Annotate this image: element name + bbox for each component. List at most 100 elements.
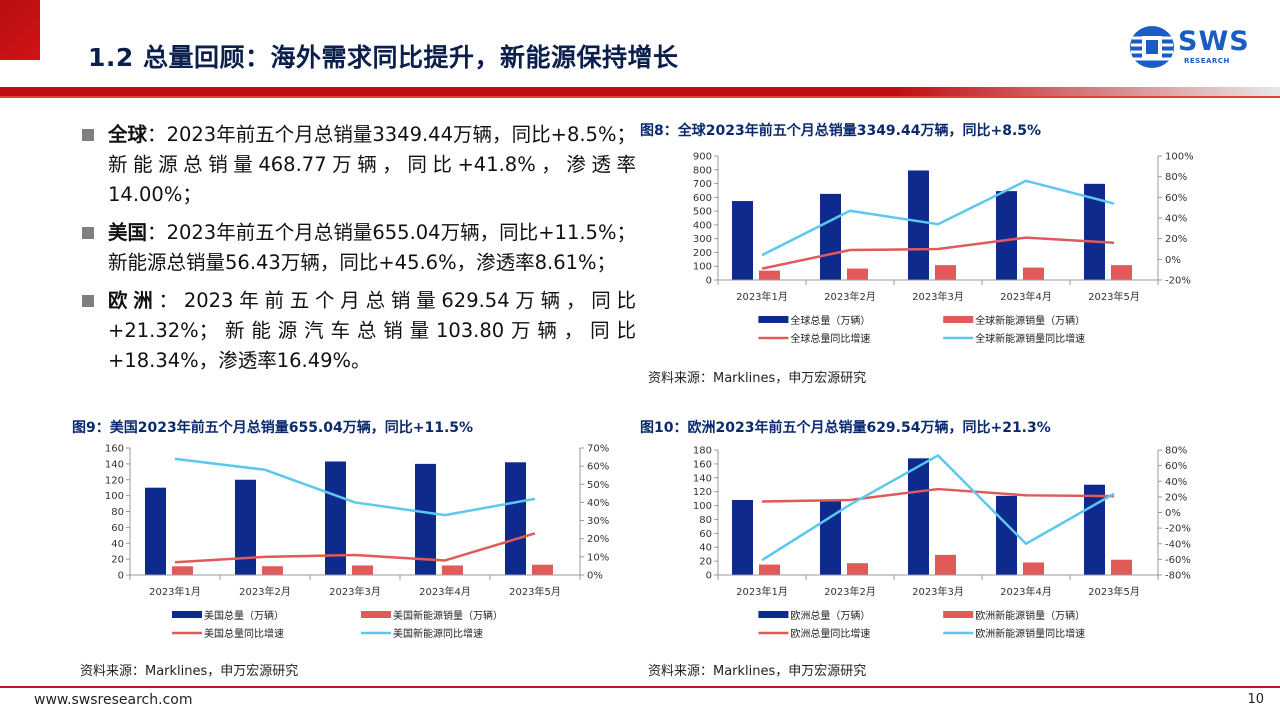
legend-label: 欧洲总量同比增速: [790, 627, 870, 640]
sws-globe-icon: [1130, 26, 1174, 68]
x-tick-label: 2023年5月: [1088, 585, 1140, 598]
source-note-fig8: 资料来源：Marklines，申万宏源研究: [648, 371, 867, 386]
x-tick-label: 2023年2月: [824, 290, 876, 303]
bar-total: [235, 479, 256, 575]
y-tick-label-left: 20: [111, 555, 124, 566]
y-tick-label-left: 400: [693, 220, 712, 231]
bar-nev: [847, 268, 868, 280]
y-tick-label-right: 50%: [587, 480, 609, 491]
bullet-square-icon: [82, 295, 94, 307]
legend-swatch-bar: [758, 316, 789, 323]
bar-total: [1084, 484, 1105, 575]
x-tick-label: 2023年3月: [912, 585, 964, 598]
bar-nev: [935, 554, 956, 575]
y-tick-label-left: 160: [105, 444, 124, 455]
y-tick-label-left: 300: [693, 234, 712, 245]
y-tick-label-left: 40: [699, 543, 712, 554]
y-tick-label-right: 0%: [1165, 508, 1181, 519]
sws-logo: SWS RESEARCH: [1128, 24, 1260, 70]
x-tick-label: 2023年4月: [419, 585, 471, 598]
y-tick-label-left: 40: [111, 539, 124, 550]
bar-total: [908, 458, 929, 575]
bullet-global: 全球：2023年前五个月总销量3349.44万辆，同比+8.5%；新能源总销量4…: [80, 120, 636, 210]
legend-swatch-bar: [361, 611, 391, 618]
legend-swatch-bar: [758, 611, 789, 618]
y-tick-label-right: -20%: [1165, 524, 1191, 535]
y-tick-label-left: 900: [693, 152, 712, 163]
bar-nev: [1023, 562, 1044, 575]
bar-total: [732, 500, 753, 575]
x-tick-label: 2023年3月: [329, 585, 381, 598]
bar-total: [415, 463, 436, 575]
line-series-total-yoy: [761, 236, 1115, 270]
line-series-nev-yoy: [761, 454, 1115, 562]
source-note-fig10: 资料来源：Marklines，申万宏源研究: [648, 664, 867, 679]
chart-title-fig9: 图9：美国2023年前五个月总销量655.04万辆，同比+11.5%: [72, 420, 474, 436]
y-tick-label-left: 140: [693, 473, 712, 484]
y-tick-label-right: 100%: [1165, 152, 1194, 163]
bar-nev: [847, 563, 868, 575]
y-tick-label-left: 120: [693, 487, 712, 498]
source-note-fig9: 资料来源：Marklines，申万宏源研究: [80, 664, 299, 679]
bullet-square-icon: [82, 227, 94, 239]
bar-total: [325, 461, 346, 575]
chart-fig9: 0 20 40 60 80 100 120 140 160 0% 10% 20% 30% 40% 50% 60…: [105, 444, 609, 641]
bar-total: [996, 191, 1017, 280]
summary-bullets: 全球：2023年前五个月总销量3349.44万辆，同比+8.5%；新能源总销量4…: [80, 120, 636, 384]
page-title: 1.2 总量回顾：海外需求同比提升，新能源保持增长: [88, 43, 679, 72]
bar-total: [908, 170, 929, 280]
bar-nev: [759, 270, 780, 280]
y-tick-label-right: 0%: [587, 571, 603, 582]
y-tick-label-right: -60%: [1165, 555, 1191, 566]
x-tick-label: 2023年3月: [912, 290, 964, 303]
chart-fig8: 0 100 200 300 400 500 600 700 800 900 -20% 0% 20% 40%…: [693, 152, 1194, 346]
x-tick-label: 2023年1月: [149, 585, 201, 598]
y-tick-label-left: 80: [111, 507, 124, 518]
y-tick-label-right: -40%: [1165, 539, 1191, 550]
y-tick-label-left: 0: [706, 571, 712, 582]
bullet-label: 美国: [108, 221, 148, 244]
y-tick-label-right: 80%: [1165, 446, 1187, 457]
x-tick-label: 2023年2月: [824, 585, 876, 598]
y-tick-label-left: 140: [105, 459, 124, 470]
legend-label: 美国总量（万辆）: [204, 609, 284, 622]
y-tick-label-right: 0%: [1165, 255, 1181, 266]
legend-label: 全球新能源销量（万辆）: [975, 314, 1085, 327]
y-tick-label-left: 160: [693, 459, 712, 470]
x-tick-label: 2023年1月: [736, 290, 788, 303]
header-divider: [0, 87, 1280, 96]
bar-nev: [352, 565, 373, 575]
y-tick-label-right: 80%: [1165, 172, 1187, 183]
y-tick-label-left: 600: [693, 193, 712, 204]
header-red-accent: [0, 0, 40, 60]
y-tick-label-left: 60: [699, 529, 712, 540]
legend-label: 欧洲新能源销量同比增速: [975, 627, 1085, 640]
legend-swatch-bar: [943, 316, 974, 323]
bullet-text: ：2023年前五个月总销量3349.44万辆，同比+8.5%；新能源总销量468…: [108, 123, 636, 206]
legend-swatch-bar: [943, 611, 974, 618]
legend-label: 全球总量同比增速: [790, 332, 870, 345]
y-tick-label-right: 30%: [587, 516, 609, 527]
x-tick-label: 2023年5月: [1088, 290, 1140, 303]
legend-swatch-bar: [172, 611, 202, 618]
x-tick-label: 2023年1月: [736, 585, 788, 598]
y-tick-label-right: 60%: [1165, 193, 1187, 204]
y-tick-label-right: -80%: [1165, 571, 1191, 582]
y-tick-label-left: 0: [118, 571, 124, 582]
header-divider-thin: [0, 96, 1280, 98]
y-tick-label-right: 60%: [1165, 461, 1187, 472]
bullet-label: 全球: [108, 123, 148, 146]
bullet-text: ：2023年前五个月总销量655.04万辆，同比+11.5%；新能源总销量56.…: [108, 221, 636, 274]
bar-nev: [935, 265, 956, 280]
line-series-total-yoy: [761, 487, 1115, 503]
bar-total: [996, 495, 1017, 575]
bar-nev: [759, 564, 780, 575]
y-tick-label-left: 800: [693, 165, 712, 176]
bullet-label: 欧洲: [108, 289, 159, 312]
y-tick-label-left: 0: [706, 276, 712, 287]
y-tick-label-right: 40%: [1165, 214, 1187, 225]
footer-url[interactable]: www.swsresearch.com: [34, 692, 193, 708]
y-tick-label-left: 60: [111, 523, 124, 534]
y-tick-label-right: 10%: [587, 552, 609, 563]
bar-nev: [172, 566, 193, 575]
